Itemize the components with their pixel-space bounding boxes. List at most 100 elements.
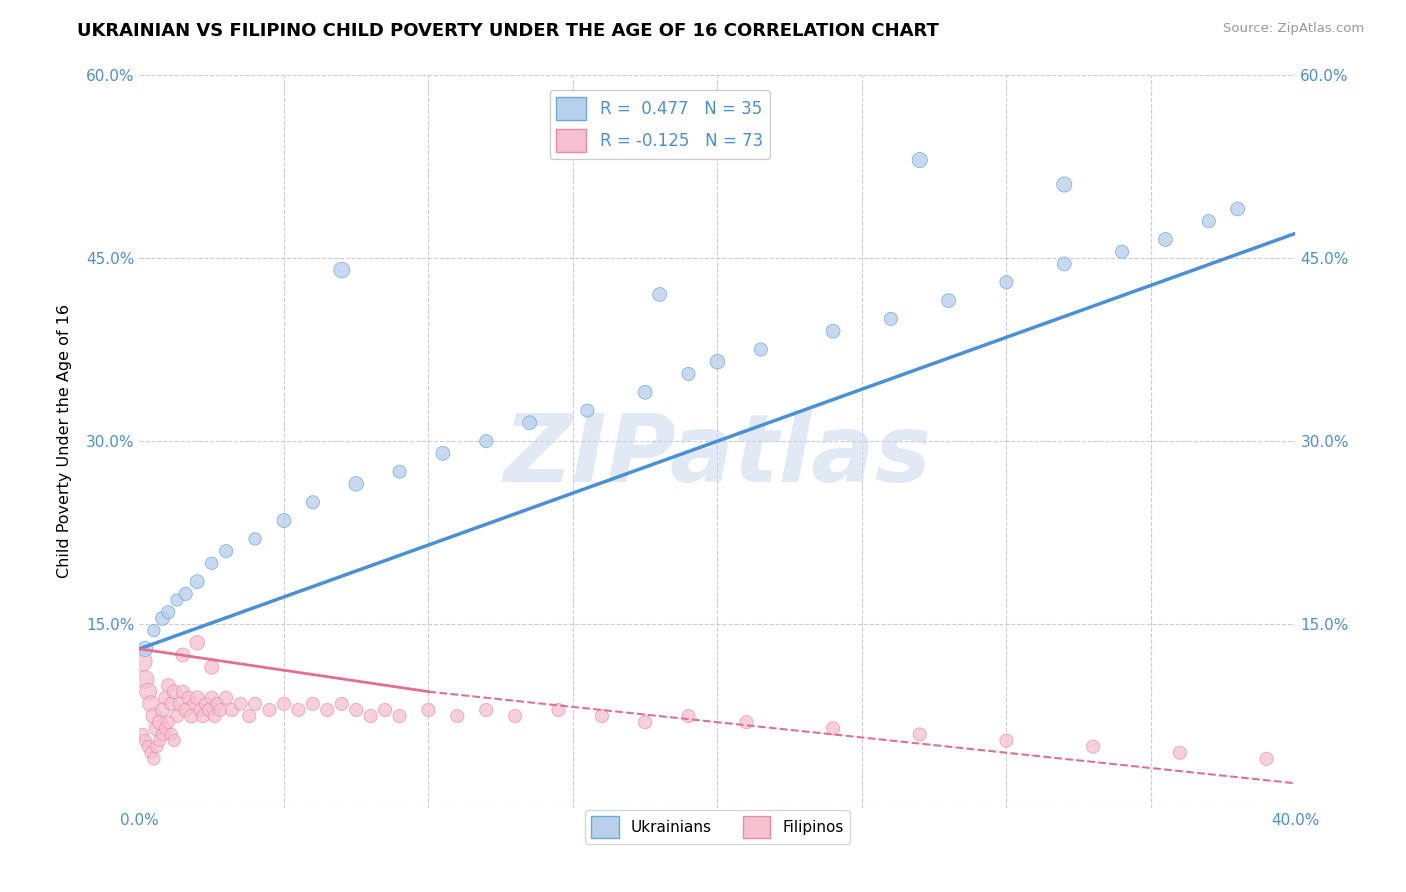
Point [134, 733, 156, 747]
Point [152, 727, 174, 741]
Point [301, 697, 323, 711]
Point [139, 697, 162, 711]
Point [142, 624, 165, 638]
Point [908, 727, 931, 741]
Point [475, 703, 498, 717]
Point [591, 709, 613, 723]
Point [821, 721, 844, 735]
Point [634, 715, 657, 730]
Point [1226, 202, 1249, 216]
Point [160, 727, 183, 741]
Point [166, 593, 188, 607]
Point [188, 703, 211, 717]
Point [503, 709, 526, 723]
Point [330, 263, 353, 277]
Point [1111, 244, 1133, 259]
Point [136, 684, 159, 698]
Point [330, 697, 353, 711]
Point [1053, 178, 1076, 192]
Point [204, 709, 226, 723]
Point [259, 703, 281, 717]
Point [201, 557, 224, 571]
Point [201, 690, 224, 705]
Point [174, 703, 197, 717]
Point [432, 446, 454, 460]
Point [273, 697, 295, 711]
Point [475, 434, 498, 449]
Text: UKRAINIAN VS FILIPINO CHILD POVERTY UNDER THE AGE OF 16 CORRELATION CHART: UKRAINIAN VS FILIPINO CHILD POVERTY UNDE… [77, 22, 939, 40]
Point [749, 343, 772, 357]
Point [1256, 752, 1278, 766]
Point [229, 697, 252, 711]
Point [374, 703, 396, 717]
Point [152, 703, 174, 717]
Text: ZIPatlas: ZIPatlas [503, 409, 932, 502]
Point [163, 684, 186, 698]
Point [360, 709, 382, 723]
Point [547, 703, 569, 717]
Text: Source: ZipAtlas.com: Source: ZipAtlas.com [1223, 22, 1364, 36]
Point [388, 709, 411, 723]
Point [163, 733, 186, 747]
Point [735, 715, 758, 730]
Point [207, 697, 229, 711]
Point [172, 684, 194, 698]
Point [174, 587, 197, 601]
Point [273, 514, 295, 528]
Point [157, 605, 180, 619]
Point [201, 660, 224, 674]
Point [183, 697, 205, 711]
Point [215, 544, 238, 558]
Point [1198, 214, 1220, 228]
Point [157, 679, 180, 693]
Point [1154, 232, 1177, 246]
Point [149, 715, 172, 730]
Point [388, 465, 411, 479]
Point [180, 709, 202, 723]
Point [149, 733, 172, 747]
Point [706, 354, 728, 368]
Point [142, 752, 165, 766]
Point [172, 648, 194, 662]
Point [221, 703, 243, 717]
Point [908, 153, 931, 167]
Point [678, 709, 700, 723]
Point [634, 385, 657, 400]
Point [191, 709, 214, 723]
Point [1081, 739, 1104, 754]
Point [995, 733, 1018, 747]
Point [198, 703, 221, 717]
Point [938, 293, 960, 308]
Point [177, 690, 200, 705]
Point [821, 324, 844, 338]
Point [134, 641, 156, 656]
Point [678, 367, 700, 381]
Point [287, 703, 309, 717]
Point [316, 703, 339, 717]
Point [186, 636, 208, 650]
Point [146, 721, 169, 735]
Point [169, 697, 191, 711]
Point [131, 654, 153, 668]
Point [136, 739, 159, 754]
Y-axis label: Child Poverty Under the Age of 16: Child Poverty Under the Age of 16 [58, 304, 72, 578]
Point [576, 403, 599, 417]
Point [157, 715, 180, 730]
Point [344, 476, 367, 491]
Point [995, 275, 1018, 289]
Point [238, 709, 260, 723]
Point [194, 697, 217, 711]
Point [139, 746, 162, 760]
Point [301, 495, 323, 509]
Point [418, 703, 440, 717]
Point [155, 721, 177, 735]
Point [209, 703, 232, 717]
Point [519, 416, 541, 430]
Point [344, 703, 367, 717]
Legend: Ukrainians, Filipinos: Ukrainians, Filipinos [585, 810, 849, 844]
Point [186, 574, 208, 589]
Point [243, 532, 266, 546]
Point [215, 690, 238, 705]
Point [1053, 257, 1076, 271]
Point [152, 611, 174, 625]
